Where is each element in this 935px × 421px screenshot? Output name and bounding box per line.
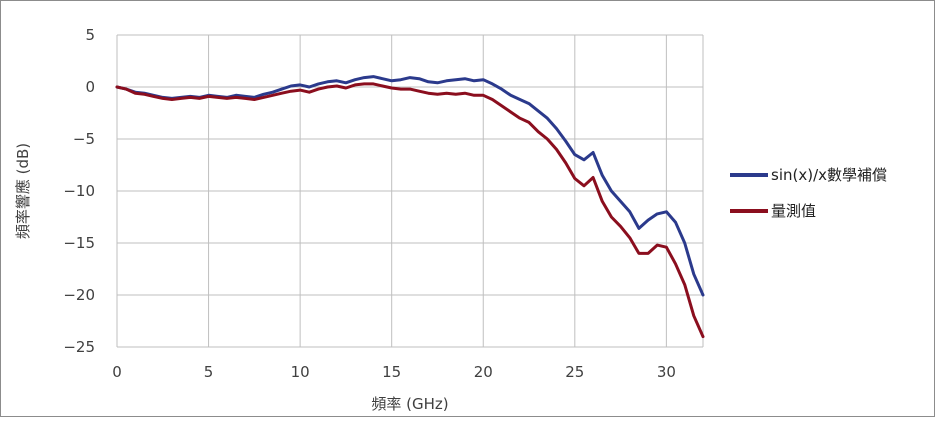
- x-tick-label: 20: [474, 363, 493, 381]
- x-tick-label: 10: [291, 363, 310, 381]
- x-tick-label: 15: [382, 363, 401, 381]
- x-axis-title: 頻率 (GHz): [371, 395, 448, 413]
- grid: [116, 34, 704, 348]
- y-tick-label: 0: [85, 78, 95, 96]
- y-tick-label: −10: [63, 182, 95, 200]
- y-tick-label: −15: [63, 234, 95, 252]
- series-line-1: [115, 75, 705, 297]
- series-line-2: [115, 82, 705, 339]
- y-tick-label: −20: [63, 286, 95, 304]
- legend-label-2: 量測值: [771, 202, 816, 220]
- y-tick-label: 5: [85, 26, 95, 44]
- axes: 5 0 −5 −10 −15 −20 −25 0 5 10 15 20 25 30: [63, 26, 676, 381]
- y-tick-label: −25: [63, 338, 95, 356]
- legend-label-1: sin(x)/x數學補償: [771, 166, 887, 184]
- y-axis-title: 頻率響應 (dB): [14, 143, 32, 239]
- y-tick-label: −5: [73, 130, 95, 148]
- x-tick-label: 30: [657, 363, 676, 381]
- x-tick-label: 25: [565, 363, 584, 381]
- x-tick-label: 5: [204, 363, 214, 381]
- series-lines: [115, 75, 705, 339]
- x-tick-label: 0: [112, 363, 122, 381]
